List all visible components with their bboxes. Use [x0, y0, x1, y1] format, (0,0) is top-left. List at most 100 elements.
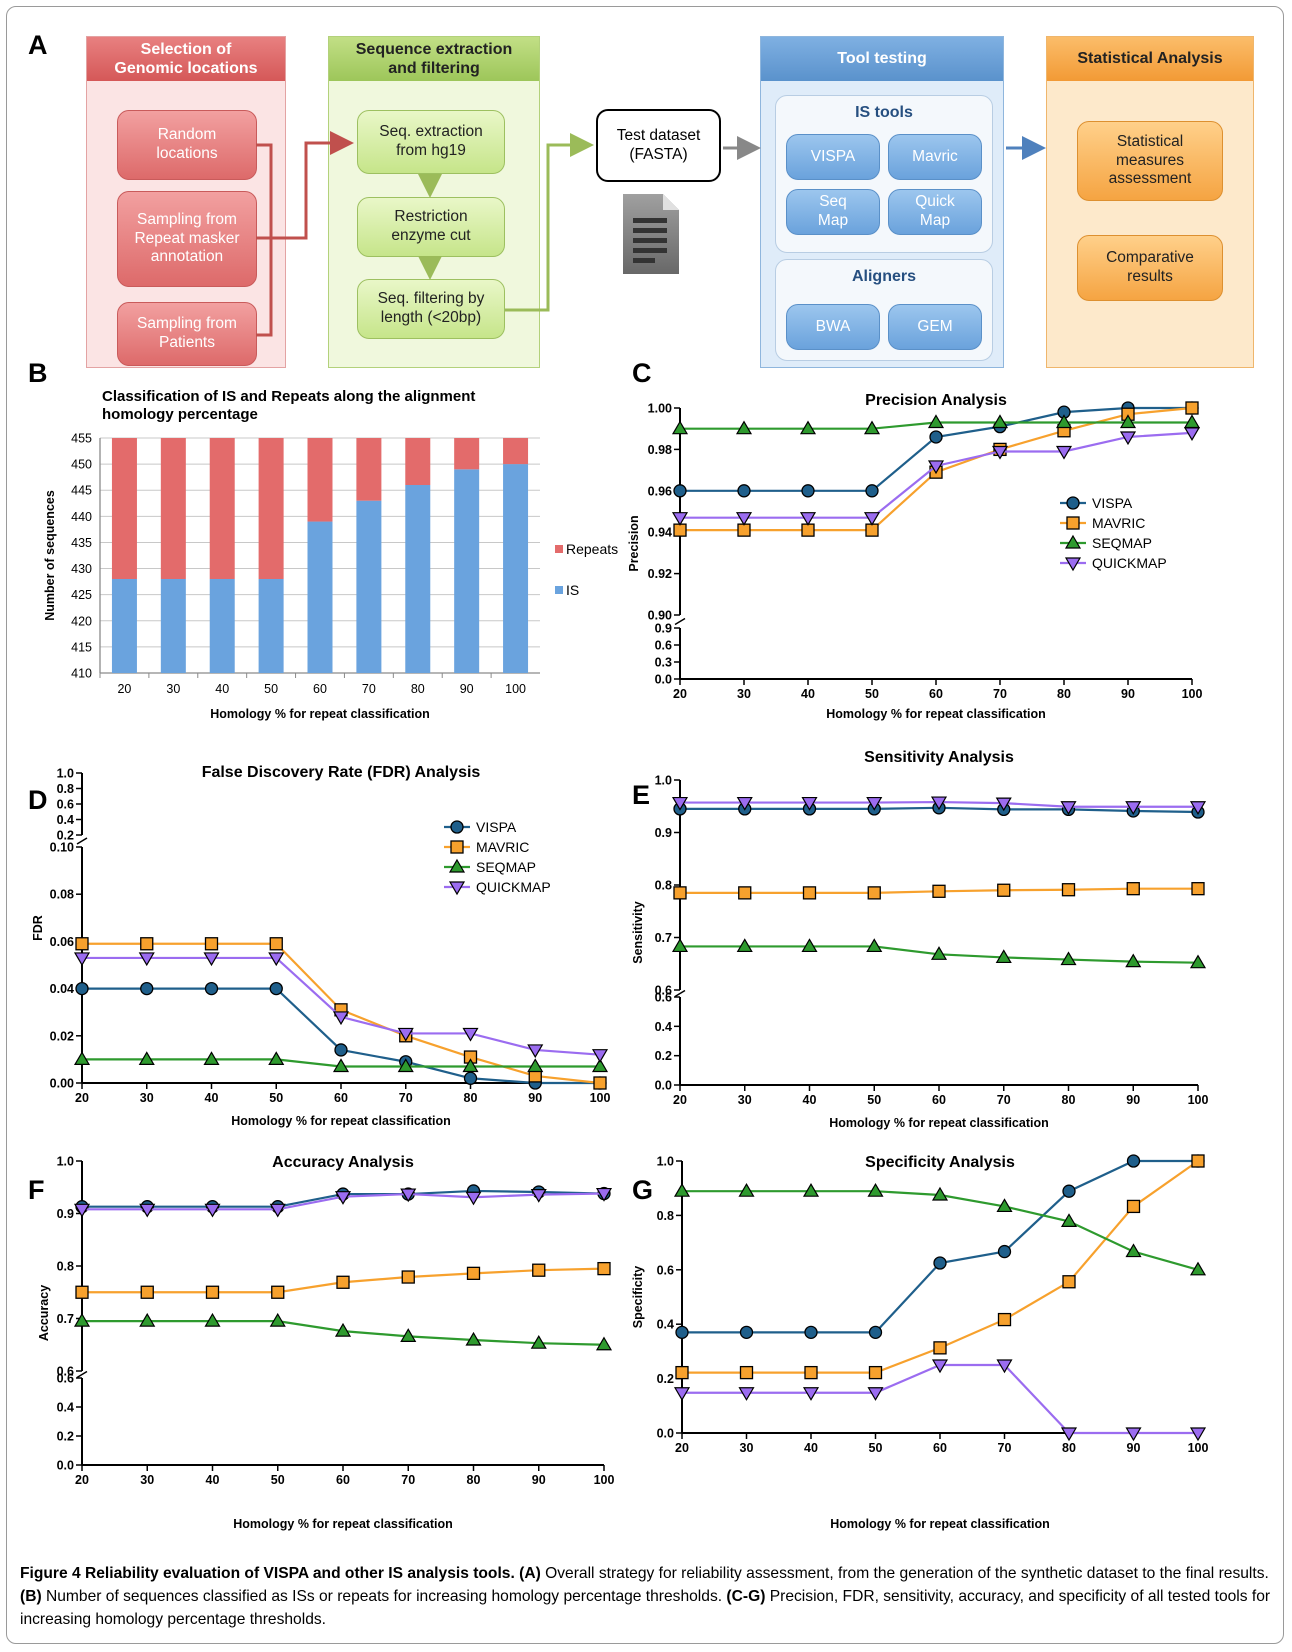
flow-box-seq-extraction: Seq. extraction from hg19	[357, 110, 505, 174]
caption-title: Figure 4 Reliability evaluation of VISPA…	[20, 1565, 515, 1582]
point-vispa-30	[737, 484, 751, 498]
y-tick-label: 0.6	[655, 984, 672, 998]
y-tick-label: 0.10	[50, 841, 74, 855]
panel-label-f: F	[28, 1175, 45, 1205]
y-axis-label: FDR	[31, 915, 45, 941]
point-quickmap-50	[863, 512, 881, 526]
x-tick-label: 80	[1057, 687, 1071, 701]
point-mavric-90	[1126, 1199, 1141, 1214]
x-tick-label: 40	[801, 687, 815, 701]
point-seqmap-20	[671, 938, 689, 953]
legend-marker-quickmap	[448, 881, 466, 896]
point-seqmap-100	[591, 1058, 609, 1073]
y-tick-label: 0.7	[655, 931, 672, 945]
x-axis-label: Homology % for repeat classification	[829, 1116, 1049, 1130]
point-seqmap-20	[671, 420, 689, 435]
chart-title: Sensitivity Analysis	[864, 749, 1014, 766]
point-seqmap-90	[1125, 1243, 1142, 1258]
legend-marker-mavric	[450, 840, 464, 854]
y-tick-label: 0.0	[57, 1459, 74, 1473]
point-quickmap-40	[802, 1387, 820, 1401]
point-vispa-40	[804, 1325, 818, 1340]
point-mavric-100	[1185, 401, 1199, 415]
point-vispa-50	[269, 981, 283, 996]
axis-break-mark	[674, 617, 686, 626]
y-axis-label: Precision	[627, 515, 641, 571]
x-tick-label: 40	[205, 1091, 219, 1105]
point-quickmap-30	[736, 796, 753, 811]
point-vispa-20	[675, 1325, 689, 1340]
x-tick-label: 60	[334, 1091, 348, 1105]
chart-d-fdr: False Discovery Rate (FDR) Analysis0.20.…	[31, 764, 610, 1128]
x-tick-label: 60	[932, 1093, 946, 1107]
caption-label-cg: (C-G)	[726, 1588, 766, 1605]
x-axis-label: Homology % for repeat classification	[826, 707, 1046, 721]
point-seqmap-50	[863, 420, 881, 435]
x-tick-label: 50	[264, 682, 278, 696]
y-tick-label: 1.0	[657, 1155, 674, 1169]
bar-repeats-60	[307, 438, 333, 522]
bar-is-100	[503, 464, 529, 673]
x-tick-label: 50	[867, 1093, 881, 1107]
point-mavric-30	[738, 886, 752, 900]
point-seqmap-30	[139, 1312, 156, 1327]
flow-box-restriction-enzyme: Restriction enzyme cut	[357, 197, 505, 257]
point-quickmap-60	[334, 1191, 352, 1205]
point-seqmap-40	[799, 420, 817, 435]
point-vispa-80	[1062, 1184, 1076, 1198]
point-seqmap-80	[1055, 414, 1073, 429]
point-mavric-60	[336, 1275, 350, 1289]
aligner-bwa: BWA	[786, 304, 880, 350]
x-tick-label: 80	[411, 682, 425, 696]
point-mavric-90	[1126, 882, 1140, 896]
point-seqmap-50	[269, 1312, 286, 1327]
x-tick-label: 40	[215, 682, 229, 696]
y-tick-label: 0.0	[657, 1427, 674, 1441]
flow-column-title: Statistical Analysis	[1047, 37, 1253, 81]
x-axis-label: Homology % for repeat classification	[210, 707, 430, 721]
point-vispa-40	[204, 981, 219, 996]
bar-repeats-70	[356, 438, 382, 501]
x-tick-label: 70	[997, 1093, 1011, 1107]
y-tick-label: 0.00	[50, 1077, 74, 1091]
workflow-arrows	[256, 131, 1046, 337]
point-seqmap-20	[673, 1183, 691, 1197]
tool-seqmap: Seq Map	[786, 189, 880, 235]
point-quickmap-50	[867, 1387, 884, 1401]
point-quickmap-90	[1125, 801, 1142, 815]
point-vispa-80	[463, 1071, 478, 1085]
point-vispa-70	[997, 1244, 1012, 1259]
flow-column-selection: Selection of Genomic locations Random lo…	[86, 36, 286, 368]
legend-label-quickmap: QUICKMAP	[476, 879, 551, 895]
point-mavric-80	[466, 1266, 481, 1280]
caption-text-a: Overall strategy for reliability assessm…	[540, 1565, 1269, 1582]
point-quickmap-90	[527, 1044, 544, 1059]
point-mavric-20	[675, 1365, 689, 1380]
flow-column-title: Sequence extraction and filtering	[329, 37, 539, 81]
point-seqmap-60	[930, 946, 948, 960]
y-tick-label: 430	[71, 562, 92, 576]
x-tick-label: 90	[1121, 687, 1135, 701]
chart-g-specificity: Specificity Analysis 0.0 0.2 0.4 0.6 0.8 1.0 20…	[631, 1154, 1208, 1531]
point-vispa-50	[865, 484, 879, 498]
x-tick-label: 30	[740, 1441, 754, 1455]
point-seqmap-70	[991, 414, 1009, 429]
point-quickmap-90	[1119, 431, 1137, 446]
point-seqmap-50	[867, 1183, 884, 1197]
point-mavric-60	[933, 1341, 947, 1355]
axis-break-mark	[76, 837, 88, 845]
point-mavric-30	[140, 937, 154, 951]
point-vispa-60	[334, 1043, 348, 1057]
point-seqmap-20	[73, 1051, 91, 1065]
x-tick-label: 90	[1127, 1441, 1141, 1455]
legend-label-seqmap: SEQMAP	[1092, 535, 1152, 551]
point-vispa-20	[75, 981, 89, 996]
legend-label-is: IS	[566, 582, 579, 598]
legend-marker-vispa	[450, 820, 464, 834]
point-mavric-20	[673, 523, 687, 537]
legend-swatch-is	[555, 586, 563, 594]
legend-marker-quickmap	[1064, 557, 1082, 572]
x-tick-label: 80	[464, 1091, 478, 1105]
y-tick-label: 435	[71, 536, 92, 550]
x-tick-label: 30	[166, 682, 180, 696]
